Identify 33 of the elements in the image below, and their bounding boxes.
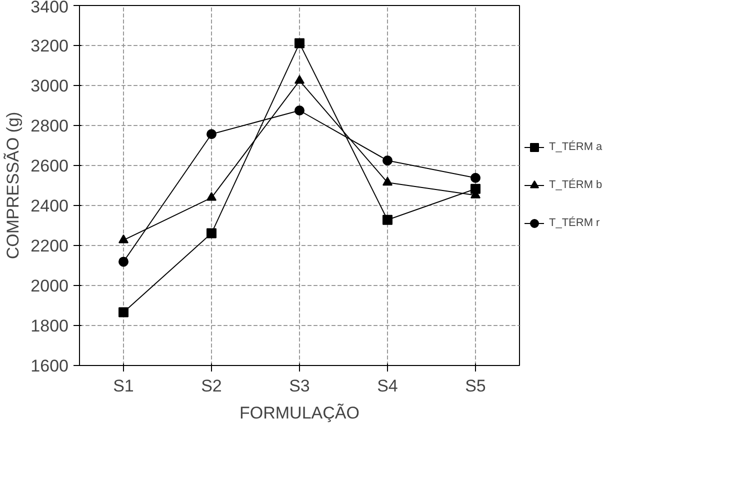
point bbox=[118, 234, 128, 244]
point bbox=[118, 307, 128, 318]
point bbox=[382, 214, 392, 225]
point bbox=[470, 172, 480, 183]
point bbox=[206, 129, 216, 140]
legend-label: T_TÉRM b bbox=[549, 179, 602, 191]
point bbox=[206, 192, 216, 201]
legend-label: T_TÉRM r bbox=[549, 217, 600, 229]
x-axis-title: FORMULAÇÃO bbox=[240, 404, 360, 422]
point bbox=[294, 106, 304, 116]
y-axis-title: COMPRESSÃO (g) bbox=[4, 112, 23, 260]
x-tick-label: S1 bbox=[113, 376, 134, 396]
y-tick-label: 1600 bbox=[30, 356, 69, 376]
y-tick-label: 2400 bbox=[30, 196, 69, 216]
y-tick-label: 2000 bbox=[30, 276, 69, 296]
legend-label: T_TÉRM a bbox=[549, 141, 602, 153]
y-tick-label: 2600 bbox=[30, 156, 69, 176]
y-tick-label: 3000 bbox=[30, 76, 69, 96]
x-tick-label: S5 bbox=[465, 376, 486, 396]
point bbox=[294, 38, 304, 48]
y-tick-label: 3400 bbox=[30, 0, 69, 16]
point bbox=[382, 176, 392, 186]
x-tick-label: S3 bbox=[289, 376, 310, 396]
y-tick-label: 2200 bbox=[30, 236, 69, 256]
point bbox=[206, 228, 216, 238]
y-tick-label: 2800 bbox=[30, 116, 69, 136]
point bbox=[382, 156, 392, 166]
point bbox=[118, 256, 128, 267]
x-tick-label: S2 bbox=[201, 376, 222, 396]
x-tick-label: S4 bbox=[377, 376, 398, 396]
point bbox=[294, 75, 304, 84]
y-tick-label: 3200 bbox=[30, 36, 69, 56]
y-tick-label: 1800 bbox=[30, 316, 69, 336]
